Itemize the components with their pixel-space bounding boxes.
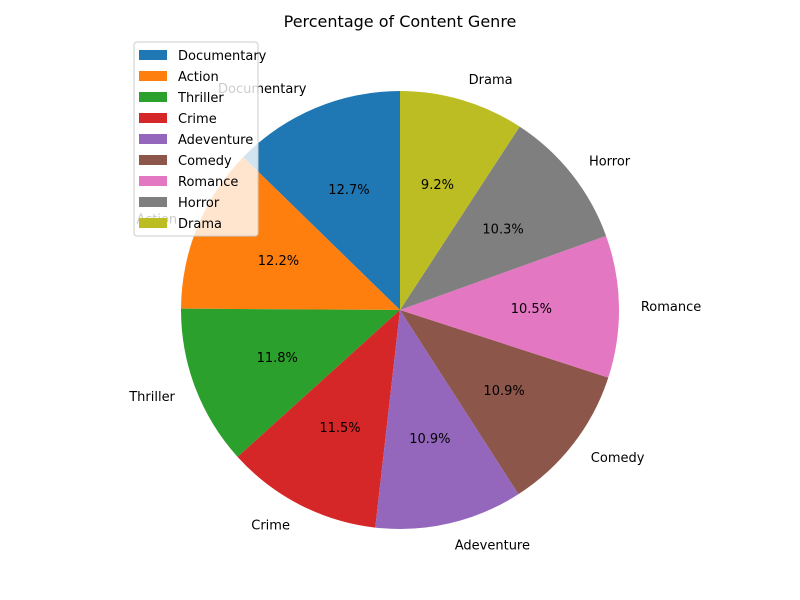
legend-label-romance: Romance <box>178 175 238 190</box>
pie-slice-adeventure <box>375 310 519 529</box>
pie-slice-thriller <box>181 308 400 457</box>
pct-label-romance: 10.5% <box>511 302 552 317</box>
legend-frame <box>133 41 259 237</box>
legend-swatch-action <box>139 71 167 81</box>
legend-swatch-comedy <box>139 155 167 165</box>
pct-label-documentary: 12.7% <box>328 183 369 198</box>
pct-label-adeventure: 10.9% <box>409 432 450 447</box>
pie-slice-crime <box>237 310 400 528</box>
category-label-thriller: Thriller <box>128 390 175 405</box>
pct-label-action: 12.2% <box>258 254 299 269</box>
legend-swatch-documentary <box>139 50 167 60</box>
legend-swatch-crime <box>139 113 167 123</box>
legend-swatch-adeventure <box>139 134 167 144</box>
pie-slice-horror <box>400 126 607 310</box>
legend-label-drama: Drama <box>178 217 222 232</box>
legend-label-horror: Horror <box>178 196 220 211</box>
legend-swatch-thriller <box>139 92 167 102</box>
legend-swatch-drama <box>139 218 167 228</box>
pct-label-crime: 11.5% <box>319 421 360 436</box>
legend-label-thriller: Thriller <box>177 91 224 106</box>
category-label-drama: Drama <box>469 73 513 88</box>
legend-label-crime: Crime <box>178 112 217 127</box>
pct-label-drama: 9.2% <box>421 178 454 193</box>
pct-label-comedy: 10.9% <box>483 384 524 399</box>
category-label-crime: Crime <box>251 518 290 533</box>
pie-slice-comedy <box>400 310 609 495</box>
legend-label-documentary: Documentary <box>178 49 267 64</box>
category-label-horror: Horror <box>589 155 631 170</box>
legend: Documentary Action Thriller Crime Adeventure… <box>133 41 267 237</box>
pct-label-thriller: 11.8% <box>257 351 298 366</box>
pie-slice-drama <box>400 91 520 310</box>
legend-label-action: Action <box>178 70 219 85</box>
percentage-labels: 12.7% 12.2% 11.8% 11.5% 10.9% 10.9% 10.5% 10.3%… <box>257 178 552 447</box>
legend-label-comedy: Comedy <box>178 154 232 169</box>
chart-title: Percentage of Content Genre <box>284 12 517 31</box>
pie-slice-documentary <box>243 91 400 310</box>
pct-label-horror: 10.3% <box>482 222 523 237</box>
category-label-romance: Romance <box>641 300 701 315</box>
category-label-adeventure: Adeventure <box>455 539 530 554</box>
pie-slice-romance <box>400 235 619 378</box>
legend-swatch-romance <box>139 176 167 186</box>
pie-slices <box>181 91 619 529</box>
legend-label-adeventure: Adeventure <box>178 133 253 148</box>
category-label-comedy: Comedy <box>591 451 645 466</box>
legend-swatch-horror <box>139 197 167 207</box>
